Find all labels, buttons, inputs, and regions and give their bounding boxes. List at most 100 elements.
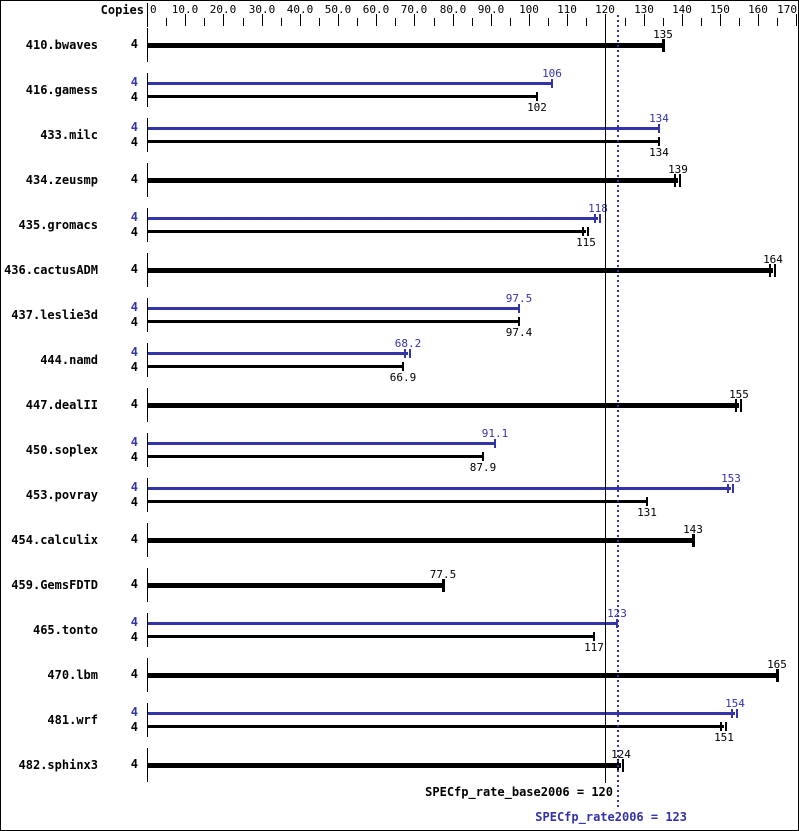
benchmark-name: 416.gamess [25,83,98,97]
bar-end-cap [587,227,589,236]
bar-end-cap [518,317,520,326]
copies-value: 4 [130,757,138,771]
bar-value-label: 154 [725,697,745,710]
copies-value: 4 [130,397,138,411]
bar-value-label: 66.9 [389,371,417,384]
benchmark-name: 435.gromacs [18,218,98,232]
bar-value-label: 164 [763,253,783,266]
row-axis-guide [147,343,148,377]
axis-minor-tick-mark [472,18,473,26]
bar-value-label: 151 [714,731,734,744]
copies-value: 4 [130,450,138,464]
bar-value-label: 77.5 [429,568,457,581]
copies-value: 4 [130,300,138,314]
axis-minor-tick-mark [739,18,740,26]
axis-origin-line [147,3,148,27]
axis-tick-label: 160 [748,3,768,16]
bar-value-label: 118 [588,202,608,215]
result-bar [148,217,598,220]
axis-tick-label: 120 [595,3,615,16]
row-axis-guide [147,748,148,782]
bar-value-label: 106 [542,67,562,80]
bar-value-label: 134 [649,112,669,125]
copies-value: 4 [130,435,138,449]
axis-minor-tick-mark [395,18,396,26]
bar-end-cap [482,452,484,461]
row-axis-guide [147,658,148,692]
axis-tick-mark [682,14,683,26]
benchmark-name: 450.soplex [25,443,98,457]
bar-value-label: 155 [729,388,749,401]
bar-value-label: 117 [584,641,604,654]
row-axis-guide [147,478,148,512]
result-bar [148,763,621,768]
bar-end-cap [735,399,737,412]
base-rate-reference-line [605,15,606,783]
benchmark-name: 481.wrf [47,713,98,727]
bar-end-cap [402,362,404,371]
row-axis-guide [147,523,148,557]
copies-value: 4 [130,705,138,719]
axis-tick-label: 100 [519,3,539,16]
axis-minor-tick-mark [243,18,244,26]
copies-value: 4 [130,720,138,734]
row-axis-guide [147,253,148,287]
result-bar [148,725,724,728]
bar-value-label: 135 [653,28,673,41]
axis-tick-mark [338,14,339,26]
axis-minor-tick-mark [166,18,167,26]
axis-minor-tick-mark [586,18,587,26]
axis-tick-mark [300,14,301,26]
row-axis-guide [147,568,148,602]
benchmark-name: 434.zeusmp [25,173,98,187]
result-bar [148,140,659,143]
bar-end-cap [442,579,445,592]
copies-value: 4 [130,360,138,374]
copies-value: 4 [130,225,138,239]
axis-minor-tick-mark [510,18,511,26]
axis-tick-label: 30.0 [248,3,276,16]
copies-value: 4 [130,630,138,644]
result-bar [148,127,659,130]
axis-tick-mark [376,14,377,26]
copies-value: 4 [130,172,138,186]
bar-value-label: 124 [611,748,631,761]
result-bar [148,487,731,490]
bar-value-label: 165 [767,658,787,671]
axis-minor-tick-mark [548,18,549,26]
axis-tick-mark [223,14,224,26]
copies-value: 4 [130,495,138,509]
bar-value-label: 102 [527,101,547,114]
result-bar [148,43,663,48]
axis-tick-label: 20.0 [209,3,237,16]
bar-end-cap [536,92,538,101]
axis-minor-tick-mark [204,18,205,26]
bar-end-cap [674,174,676,187]
result-bar [148,320,519,323]
bar-end-cap [409,349,411,358]
bar-end-cap [658,137,660,146]
row-axis-guide [147,28,148,62]
benchmark-name: 459.GemsFDTD [11,578,98,592]
axis-tick-mark [414,14,415,26]
bar-value-label: 97.4 [505,326,533,339]
bar-end-cap [740,399,742,412]
bar-end-cap [692,534,695,547]
axis-tick-mark [758,14,759,26]
axis-tick-mark [185,14,186,26]
bar-value-label: 134 [649,146,669,159]
copies-column-header: Copies [100,3,144,17]
axis-tick-mark [796,14,797,26]
bar-value-label: 131 [637,506,657,519]
result-bar [148,365,403,368]
benchmark-name: 470.lbm [47,668,98,682]
result-bar [148,178,678,183]
result-bar [148,403,739,408]
copies-value: 4 [130,75,138,89]
axis-tick-label: 80.0 [439,3,467,16]
bar-end-cap [725,722,727,731]
benchmark-name: 465.tonto [32,623,98,637]
bar-end-cap [774,264,776,277]
bar-end-cap [551,79,553,88]
copies-value: 4 [130,667,138,681]
